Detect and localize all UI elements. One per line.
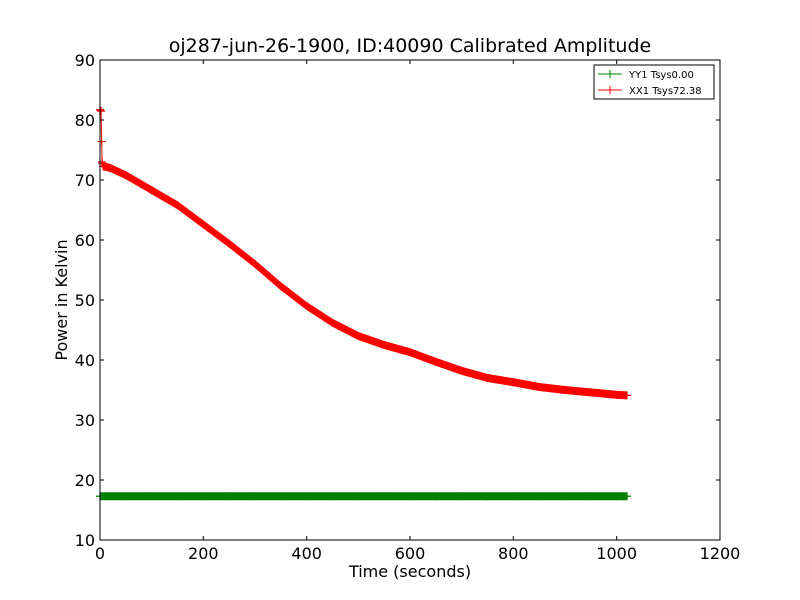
y-tick-label: 10 — [75, 531, 95, 550]
data-point — [106, 164, 115, 172]
data-point — [457, 492, 466, 501]
data-point — [225, 492, 234, 501]
ticks-layer: 0 200 400 600 800 1000 1200 10 20 30 40 50 60 70 80 90 — [75, 51, 741, 563]
data-point — [98, 158, 107, 166]
data-point — [328, 318, 337, 327]
y-tick-label: 70 — [75, 171, 95, 190]
x-tick-label: 1000 — [596, 544, 637, 563]
y-tick-label: 90 — [75, 51, 95, 70]
x-tick-label: 800 — [498, 544, 529, 563]
data-point — [561, 492, 569, 501]
legend-label: YY1 Tsys0.00 — [628, 70, 694, 81]
y-tick-label: 40 — [75, 351, 95, 370]
data-point — [354, 332, 363, 340]
data-point — [302, 492, 311, 501]
x-axis-label: Time (seconds) — [348, 562, 471, 581]
data-point — [121, 492, 130, 501]
data-point — [406, 492, 414, 501]
data-point — [380, 341, 389, 349]
data-point — [431, 357, 440, 366]
data-point — [509, 492, 518, 501]
data-point — [199, 220, 208, 229]
data-point — [623, 492, 631, 501]
x-tick-label: 600 — [395, 544, 426, 563]
chart-title: oj287-jun-26-1900, ID:40090 Calibrated A… — [169, 35, 651, 57]
data-point — [354, 492, 363, 501]
legend-box — [593, 64, 715, 100]
y-tick-label: 50 — [75, 291, 95, 310]
data-point — [561, 386, 569, 394]
data-point — [586, 388, 595, 397]
data-point — [97, 107, 106, 115]
data-point — [431, 492, 440, 501]
data-point — [457, 366, 466, 375]
y-tick-label: 60 — [75, 231, 95, 250]
x-tick-label: 400 — [291, 544, 322, 563]
data-point — [225, 239, 234, 248]
data-point — [623, 391, 631, 400]
data-point — [586, 492, 595, 501]
data-point — [302, 302, 311, 310]
legend-marker — [606, 86, 614, 94]
y-tick-label: 80 — [75, 111, 95, 130]
y-tick-label: 20 — [75, 471, 95, 490]
x-tick-label: 200 — [188, 544, 219, 563]
data-point — [535, 492, 544, 501]
data-point — [173, 201, 182, 210]
data-point — [147, 186, 156, 195]
x-tick-label: 1200 — [700, 544, 741, 563]
legend-marker — [606, 70, 614, 78]
data-point — [328, 492, 337, 501]
data-point — [121, 171, 130, 180]
data-point — [173, 492, 182, 501]
data-point — [612, 492, 621, 501]
data-point — [380, 492, 389, 501]
data-point — [483, 374, 492, 382]
legend: YY1 Tsys0.00 XX1 Tsys72.38 — [593, 64, 715, 100]
data-point — [612, 390, 621, 399]
data-point — [251, 260, 259, 268]
data-point — [483, 492, 492, 501]
y-tick-label: 30 — [75, 411, 95, 430]
data-point — [509, 378, 518, 387]
legend-label: XX1 Tsys72.38 — [629, 86, 702, 97]
data-point — [535, 383, 544, 391]
data-point — [406, 348, 414, 357]
data-point — [276, 492, 285, 501]
data-point — [276, 282, 285, 291]
x-tick-label: 0 — [95, 544, 105, 563]
data-point — [147, 492, 156, 501]
y-axis-label: Power in Kelvin — [52, 239, 71, 360]
data-point — [251, 492, 259, 501]
data-point — [199, 492, 208, 501]
series-0 — [96, 492, 631, 501]
